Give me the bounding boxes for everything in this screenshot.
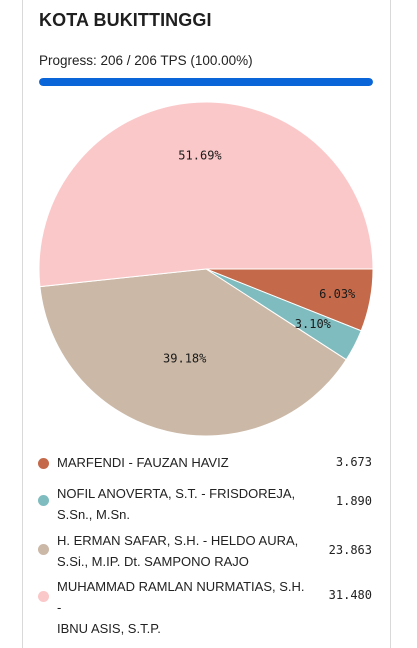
- legend-label: MUHAMMAD RAMLAN NURMATIAS, S.H. - IBNU A…: [57, 576, 309, 639]
- legend-label-line: S.Sn., M.Sn.: [57, 507, 130, 522]
- pie-percent-label: 3.10%: [295, 317, 332, 331]
- pie-percent-label: 6.03%: [319, 287, 356, 301]
- legend-label: MARFENDI - FAUZAN HAVIZ: [57, 452, 309, 473]
- legend-label-line: MARFENDI - FAUZAN HAVIZ: [57, 455, 229, 470]
- progress-bar: [39, 78, 373, 86]
- legend-swatch: [38, 495, 49, 506]
- pie-slice: [39, 268, 347, 437]
- legend-value: 23.863: [328, 543, 372, 557]
- region-title: KOTA BUKITTINGGI: [39, 10, 212, 30]
- legend-value: 3.673: [335, 455, 372, 469]
- legend-swatch: [38, 544, 49, 555]
- pie-percent-label: 39.18%: [163, 351, 207, 365]
- legend-value: 31.480: [328, 588, 372, 602]
- legend-swatch: [38, 458, 49, 469]
- legend-value: 1.890: [335, 494, 372, 508]
- pie-slice: [38, 101, 374, 288]
- legend-label: NOFIL ANOVERTA, S.T. - FRISDOREJA, S.Sn.…: [57, 483, 309, 525]
- legend-label: H. ERMAN SAFAR, S.H. - HELDO AURA, S.Si.…: [57, 530, 309, 572]
- progress-bar-fill: [39, 78, 373, 86]
- legend-label-line: IBNU ASIS, S.T.P.: [57, 621, 161, 636]
- progress-text: Progress: 206 / 206 TPS (100.00%): [39, 53, 253, 68]
- legend-label-line: H. ERMAN SAFAR, S.H. - HELDO AURA,: [57, 533, 299, 548]
- legend-label-line: MUHAMMAD RAMLAN NURMATIAS, S.H. -: [57, 579, 305, 615]
- legend-label-line: NOFIL ANOVERTA, S.T. - FRISDOREJA,: [57, 486, 296, 501]
- legend-label-line: S.Si., M.IP. Dt. SAMPONO RAJO: [57, 554, 249, 569]
- pie-percent-label: 51.69%: [178, 149, 222, 163]
- legend-swatch: [38, 591, 49, 602]
